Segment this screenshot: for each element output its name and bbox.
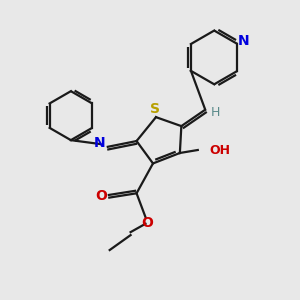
Text: O: O [141, 216, 153, 230]
Text: H: H [211, 106, 220, 119]
Text: S: S [150, 102, 161, 116]
Text: N: N [238, 34, 250, 48]
Text: OH: OH [210, 143, 231, 157]
Text: O: O [96, 189, 108, 203]
Text: N: N [93, 136, 105, 149]
